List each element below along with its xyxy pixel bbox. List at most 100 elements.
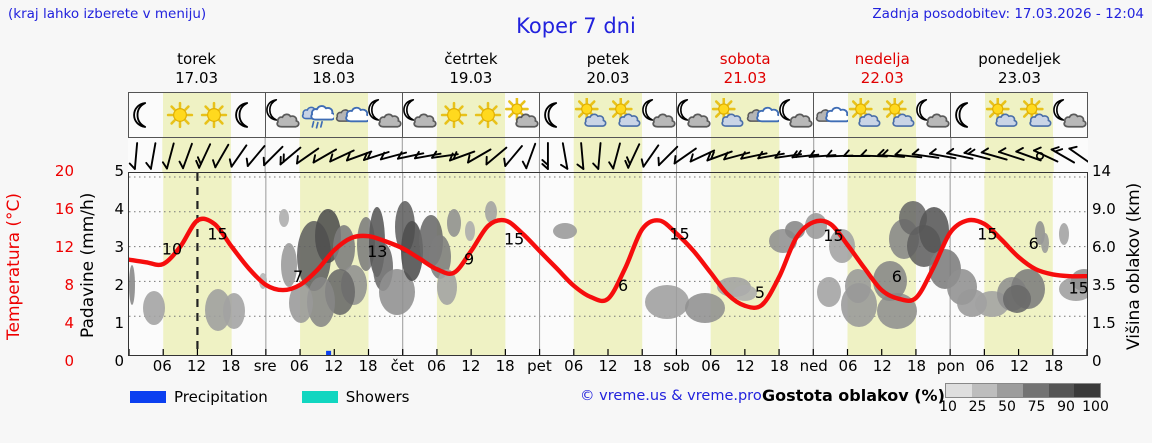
temperature-axis-title: Temperatura (°C) — [4, 192, 24, 340]
moon-cloudy-icon — [642, 93, 676, 137]
temperature-point-label: 15 — [823, 226, 843, 245]
day-date: 17.03 — [175, 69, 219, 87]
cloud-density-tick: 90 — [1057, 399, 1075, 415]
cloud-density-step — [1048, 384, 1075, 397]
time-tick-label: 18 — [632, 357, 652, 375]
showers-swatch — [301, 391, 338, 403]
day-date: 21.03 — [723, 69, 767, 87]
temperature-point-label: 15 — [207, 225, 227, 244]
cloud_height-tick: 1.5 — [1092, 314, 1116, 332]
time-tick-label: 06 — [289, 357, 309, 375]
precipitation-swatch — [130, 391, 166, 403]
last-update-text: Zadnja posodobitev: 17.03.2026 - 12:04 — [872, 6, 1144, 22]
temperature-tick: 20 — [54, 162, 74, 180]
icon-day-nedelja — [814, 93, 951, 137]
cloud-density-tick: 10 — [939, 399, 957, 415]
day-header-četrtek: četrtek 19.03 — [402, 50, 539, 90]
temperature-point-label: 15 — [669, 225, 689, 244]
sun-clear-icon — [163, 93, 197, 137]
page-title: Koper 7 dni — [516, 14, 636, 38]
cloud-overcast-icon — [745, 93, 779, 137]
temperature-tick: 12 — [54, 238, 74, 256]
sun-partly-icon — [882, 93, 916, 137]
day-header-ponedeljek: ponedeljek 23.03 — [951, 50, 1088, 90]
forecast-plot-area: 10 15 7 13 9 15 6 15 5 15 6 15 6 15 — [128, 172, 1088, 356]
day-name: sreda — [312, 50, 355, 68]
time-tick-label: 12 — [461, 357, 481, 375]
icon-day-sreda — [266, 93, 403, 137]
moon-cloudy-icon — [779, 93, 813, 137]
cloud_height-tick: 0 — [1092, 352, 1102, 370]
temperature-point-label: 5 — [755, 283, 765, 302]
moon-cloudy-icon — [677, 93, 711, 137]
cloud-density-step — [971, 384, 998, 397]
sun-clear-icon — [471, 93, 505, 137]
cloud-overcast-icon — [814, 93, 848, 137]
temperature-point-label: 9 — [464, 250, 474, 269]
sun-partly-icon — [608, 93, 642, 137]
time-tick-label: 06 — [975, 357, 995, 375]
time-tick-label: 06 — [838, 357, 858, 375]
precipitation-tick: 1 — [114, 314, 124, 332]
time-tick-label: 12 — [1009, 357, 1029, 375]
day-date: 22.03 — [860, 69, 904, 87]
day-header-row: torek 17.03 sreda 18.03 četrtek 19.03 petek 20.… — [128, 50, 1088, 90]
day-header-torek: torek 17.03 — [128, 50, 265, 90]
time-tick-label: 18 — [221, 357, 241, 375]
cloud-density-step — [1023, 384, 1049, 397]
day-boundary-label: sre — [253, 357, 277, 375]
forecast-plot-svg: 10 15 7 13 9 15 6 15 5 15 6 15 6 15 — [129, 173, 1087, 355]
cloud-density-tick: 25 — [968, 399, 987, 415]
icon-day-ponedeljek — [951, 93, 1087, 137]
temperature-point-label: 7 — [293, 267, 303, 286]
moon-cloudy-icon — [1053, 93, 1087, 137]
precipitation-tick: 3 — [114, 238, 124, 256]
time-tick-label: 18 — [907, 357, 927, 375]
day-boundary-label: sob — [663, 357, 690, 375]
temperature-point-label: 10 — [162, 239, 182, 258]
day-name: petek — [586, 50, 630, 68]
moon-clear-icon — [231, 93, 265, 137]
moon-cloudy-icon — [368, 93, 402, 137]
cloud-density-title: Gostota oblakov (%) — [762, 386, 945, 405]
temperature-tick: 0 — [64, 352, 74, 370]
time-tick-label: 18 — [1044, 357, 1064, 375]
day-header-petek: petek 20.03 — [539, 50, 676, 90]
temperature-point-label: 15 — [977, 225, 997, 244]
cloud-density-step — [1074, 384, 1101, 397]
precipitation-tick: 5 — [114, 162, 124, 180]
day-boundary-label: čet — [390, 357, 414, 375]
temperature-point-label: 15 — [1068, 278, 1087, 297]
day-header-nedelja: nedelja 22.03 — [814, 50, 951, 90]
showers-legend-label: Showers — [345, 388, 410, 406]
wind-barb-band — [128, 138, 1092, 172]
day-boundary-label: ned — [799, 357, 828, 375]
temperature-point-label: 6 — [892, 267, 902, 286]
sun-clear-icon — [437, 93, 471, 137]
time-tick-label: 12 — [598, 357, 618, 375]
day-date: 18.03 — [312, 69, 356, 87]
cloud-height-axis-title: Višina oblakov (km) — [1124, 182, 1144, 350]
precipitation-tick: 4 — [114, 200, 124, 218]
icon-day-sobota — [677, 93, 814, 137]
temperature-point-label: 13 — [367, 242, 387, 261]
day-boundary-label: pon — [936, 357, 965, 375]
time-tick-label: 06 — [564, 357, 584, 375]
precipitation-legend: Precipitation Showers — [130, 386, 435, 408]
cloud-density-step — [946, 384, 972, 397]
time-axis-labels: 06 12 18 sre 06 12 18 čet 06 12 18 pet 06 12 18 sob 06 12… — [128, 357, 1088, 377]
day-name: ponedeljek — [978, 50, 1061, 68]
time-tick-label: 12 — [187, 357, 207, 375]
time-tick-label: 12 — [872, 357, 892, 375]
icon-day-torek — [129, 93, 266, 137]
copyright-text: © vreme.us & vreme.pro — [580, 388, 762, 404]
cloud-density-tick: 75 — [1027, 399, 1046, 415]
cloud-density-step — [997, 384, 1024, 397]
moon-clear-icon — [951, 93, 985, 137]
day-date: 20.03 — [586, 69, 630, 87]
day-name: četrtek — [444, 50, 498, 68]
day-header-sreda: sreda 18.03 — [265, 50, 402, 90]
cloud-drizzle-icon — [300, 93, 334, 137]
time-tick-label: 18 — [495, 357, 515, 375]
